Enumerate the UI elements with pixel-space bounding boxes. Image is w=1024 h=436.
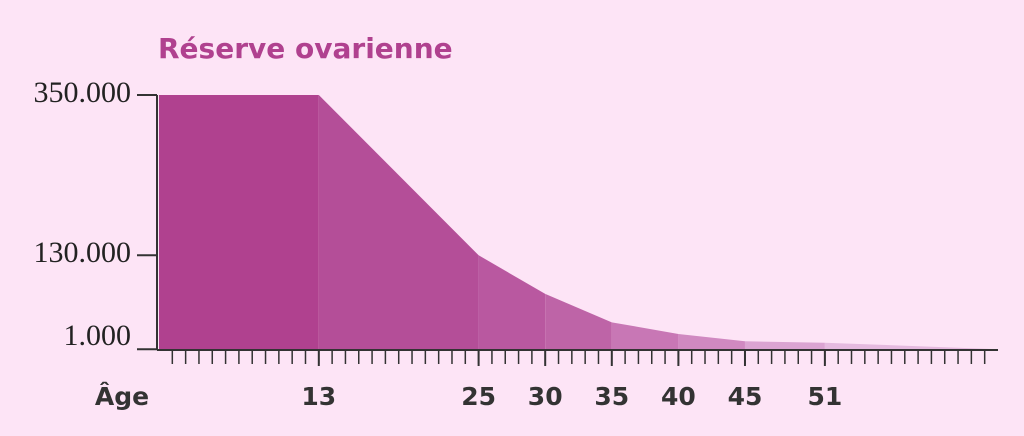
y-tick-label: 1.000 (64, 319, 132, 352)
y-tick-label: 350.000 (34, 76, 132, 109)
x-axis-label: Âge (95, 382, 149, 411)
area-segment (478, 255, 546, 350)
chart-title: Réserve ovarienne (158, 32, 453, 65)
area-segment (159, 95, 319, 350)
area-segment (545, 293, 612, 350)
x-tick-label: 25 (461, 382, 496, 411)
area-segment (744, 341, 825, 350)
x-tick-label: 35 (594, 382, 629, 411)
area-segment (611, 322, 679, 350)
y-tick-label: 130.000 (34, 236, 132, 269)
x-tick-label: 51 (807, 382, 842, 411)
x-tick-label: 30 (528, 382, 563, 411)
x-tick-label: 45 (728, 382, 763, 411)
x-tick-label: 13 (301, 382, 336, 411)
area-segment (678, 333, 745, 350)
area-segment (824, 342, 998, 350)
x-tick-label: 40 (661, 382, 696, 411)
area-segment (318, 95, 479, 350)
